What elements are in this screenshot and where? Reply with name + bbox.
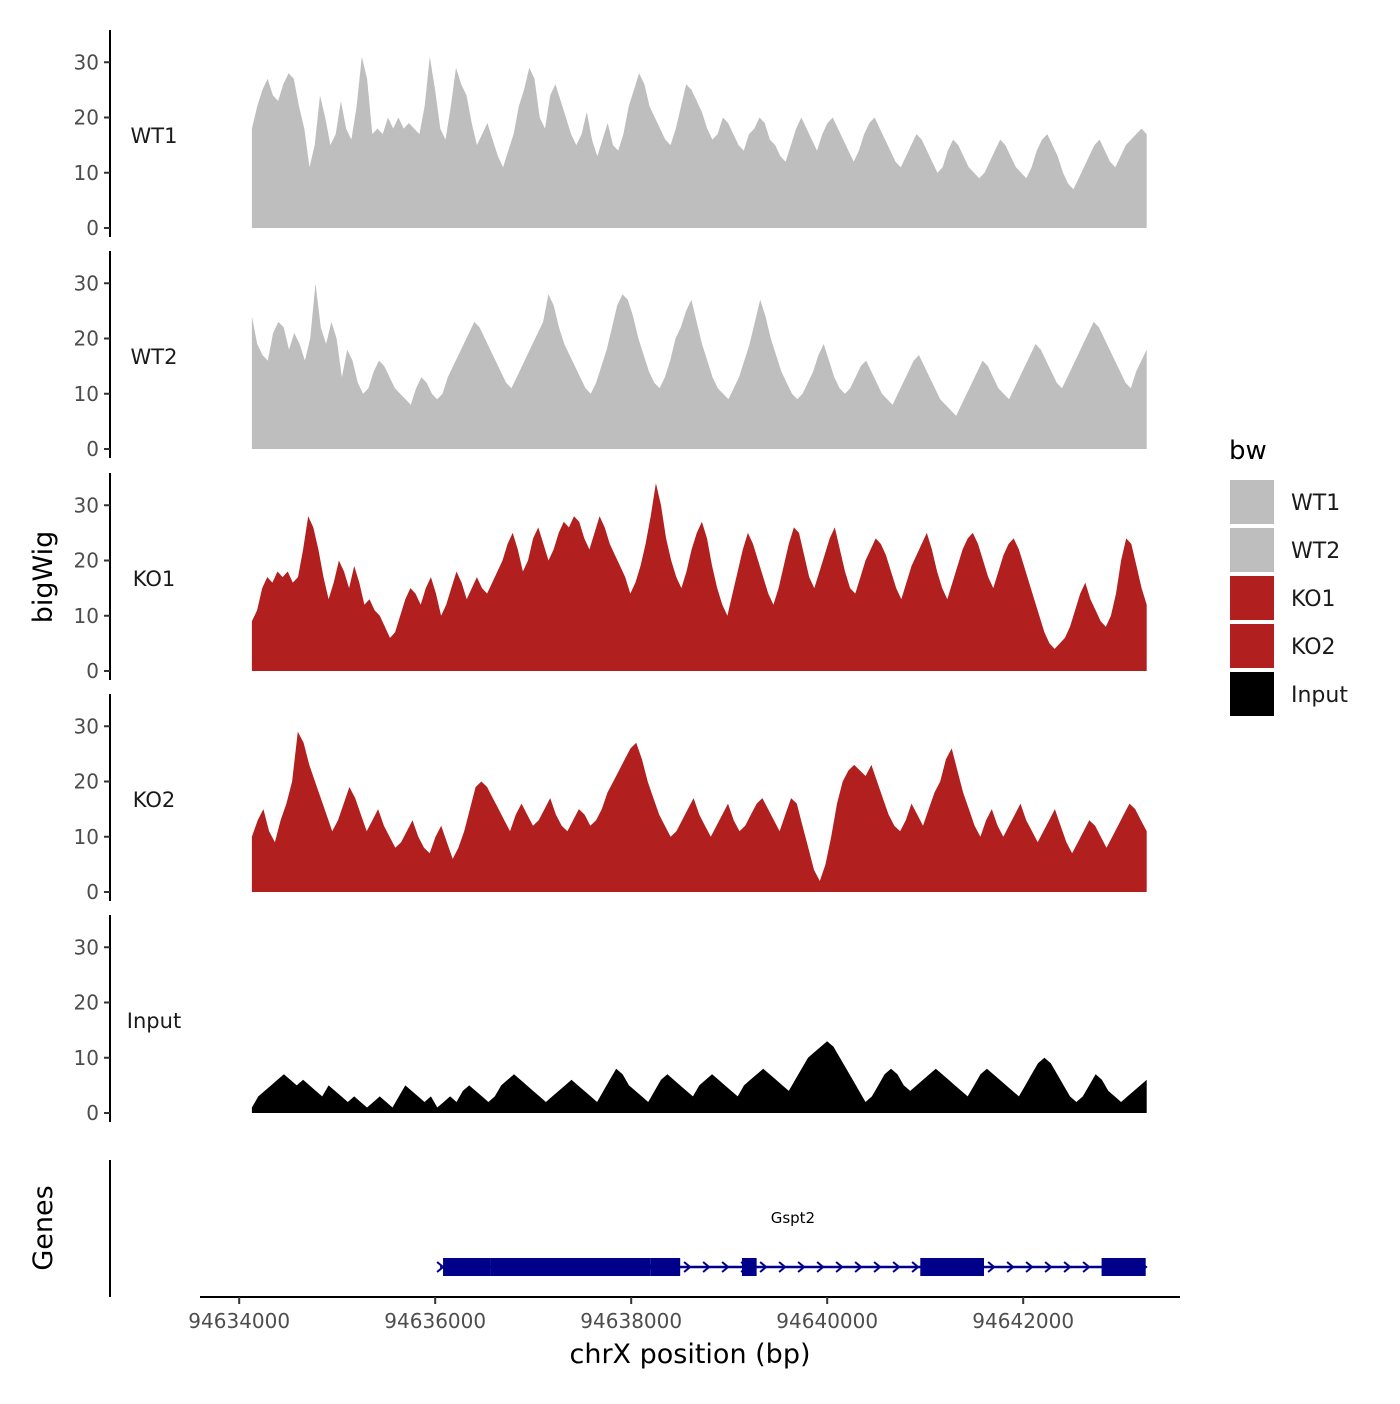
y-tick-label: 0 xyxy=(86,880,99,904)
strand-arrow xyxy=(797,1261,806,1273)
area-wt2 xyxy=(251,283,1147,449)
strand-arrow xyxy=(873,1261,882,1273)
strand-arrow xyxy=(1063,1261,1072,1273)
strand-arrow xyxy=(835,1261,844,1273)
gene-exon xyxy=(1101,1258,1146,1276)
legend-label-ko2: KO2 xyxy=(1291,635,1336,660)
gene-exon xyxy=(650,1258,681,1276)
x-tick-label: 94640000 xyxy=(776,1309,878,1333)
strand-arrow xyxy=(1025,1261,1034,1273)
track-label-ko2: KO2 xyxy=(133,788,176,812)
area-ko2 xyxy=(251,731,1147,892)
y-tick-label: 20 xyxy=(74,106,99,130)
y-tick-label: 30 xyxy=(74,493,99,517)
strand-arrow xyxy=(759,1261,768,1273)
y-tick-label: 0 xyxy=(86,659,99,683)
x-tick-label: 94638000 xyxy=(580,1309,682,1333)
area-wt1 xyxy=(251,56,1147,229)
y-tick-label: 10 xyxy=(74,1046,99,1070)
area-input xyxy=(251,1041,1147,1113)
y-tick-label: 0 xyxy=(86,216,99,240)
strand-arrow xyxy=(1044,1261,1053,1273)
strand-arrow xyxy=(1006,1261,1015,1273)
strand-arrow xyxy=(892,1261,901,1273)
strand-arrow xyxy=(721,1261,730,1273)
y-tick-label: 30 xyxy=(74,935,99,959)
legend-label-wt2: WT2 xyxy=(1291,539,1340,564)
y-tick-label: 0 xyxy=(86,437,99,461)
legend-swatch-wt1 xyxy=(1230,480,1274,524)
y-tick-label: 10 xyxy=(74,161,99,185)
strand-arrow xyxy=(854,1261,863,1273)
strand-arrow xyxy=(816,1261,825,1273)
genes-title: Genes xyxy=(28,1185,59,1270)
y-tick-label: 20 xyxy=(74,549,99,573)
legend-label-wt1: WT1 xyxy=(1291,491,1340,516)
y-tick-label: 30 xyxy=(74,271,99,295)
legend-swatch-input xyxy=(1230,672,1274,716)
track-label-wt2: WT2 xyxy=(131,345,178,369)
gene-exon xyxy=(443,1258,491,1276)
gene-exon xyxy=(741,1258,757,1276)
y-tick-label: 0 xyxy=(86,1101,99,1125)
legend-title: bw xyxy=(1229,436,1267,466)
y-tick-label: 20 xyxy=(74,991,99,1015)
y-tick-label: 20 xyxy=(74,327,99,351)
x-tick-label: 94642000 xyxy=(972,1309,1074,1333)
track-label-input: Input xyxy=(127,1009,181,1033)
y-tick-label: 30 xyxy=(74,714,99,738)
legend-swatch-ko1 xyxy=(1230,576,1274,620)
gene-exon xyxy=(490,1258,651,1276)
strand-arrow xyxy=(702,1261,711,1273)
strand-arrow xyxy=(683,1261,692,1273)
x-tick-label: 94636000 xyxy=(384,1309,486,1333)
legend-swatch-wt2 xyxy=(1230,528,1274,572)
y-axis-title: bigWig xyxy=(28,531,59,624)
gene-exon xyxy=(920,1258,984,1276)
strand-arrow xyxy=(778,1261,787,1273)
strand-arrow xyxy=(1082,1261,1091,1273)
y-tick-label: 30 xyxy=(74,50,99,74)
x-tick-label: 94634000 xyxy=(188,1309,290,1333)
legend-label-ko1: KO1 xyxy=(1291,587,1336,612)
track-label-wt1: WT1 xyxy=(131,124,178,148)
strand-arrow xyxy=(987,1261,996,1273)
legend-swatch-ko2 xyxy=(1230,624,1274,668)
y-tick-label: 20 xyxy=(74,770,99,794)
strand-arrow xyxy=(911,1261,920,1273)
legend-label-input: Input xyxy=(1291,683,1348,708)
y-tick-label: 10 xyxy=(74,825,99,849)
area-ko1 xyxy=(251,483,1147,671)
y-tick-label: 10 xyxy=(74,382,99,406)
x-axis-title: chrX position (bp) xyxy=(569,1339,810,1370)
y-tick-label: 10 xyxy=(74,604,99,628)
track-label-ko1: KO1 xyxy=(133,567,176,591)
gene-name-label: Gspt2 xyxy=(771,1209,815,1227)
